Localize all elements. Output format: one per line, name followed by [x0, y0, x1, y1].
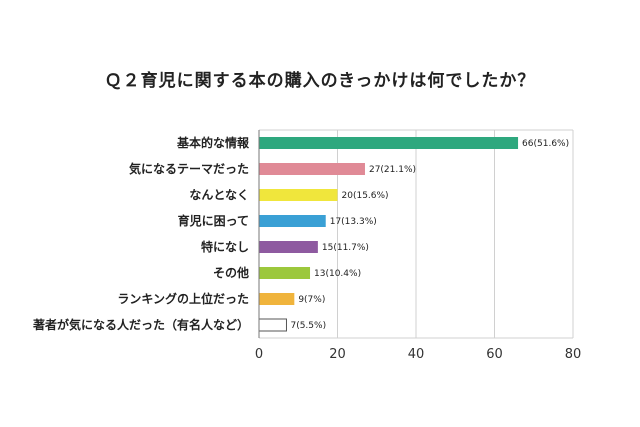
- value-label-2: 20(15.6%): [342, 191, 389, 201]
- x-tick-label-3: 60: [486, 347, 503, 362]
- chart-title: Ｑ２育児に関する本の購入のきっかけは何でしたか？: [104, 71, 536, 91]
- x-tick-label-1: 20: [329, 347, 346, 362]
- bar-6: [259, 293, 295, 305]
- category-label-5: その他: [213, 265, 249, 280]
- value-label-0: 66(51.6%): [522, 139, 569, 149]
- x-tick-label-0: 0: [255, 347, 263, 362]
- category-label-7: 著者が気になる人だった（有名人など）: [32, 317, 249, 332]
- category-label-6: ランキングの上位だった: [117, 291, 249, 306]
- x-tick-labels: 0 20 40 60 80: [255, 347, 581, 362]
- bar-5: [259, 267, 311, 279]
- value-label-3: 17(13.3%): [330, 217, 377, 227]
- bars: [258, 137, 519, 332]
- category-label-0: 基本的な情報: [176, 135, 250, 150]
- category-label-4: 特になし: [201, 239, 249, 254]
- bar-0: [259, 137, 519, 149]
- category-label-2: なんとなく: [189, 188, 249, 202]
- bar-4: [259, 241, 318, 253]
- value-label-5: 13(10.4%): [314, 269, 361, 279]
- gridlines: [258, 129, 574, 339]
- bar-3: [259, 215, 326, 227]
- value-labels: 66(51.6%) 27(21.1%) 20(15.6%) 17(13.3%) 15(1…: [290, 139, 569, 331]
- value-label-1: 27(21.1%): [369, 165, 416, 175]
- category-label-3: 育児に困って: [178, 213, 249, 228]
- category-labels: 基本的な情報気になるテーマだったなんとなく育児に困って特になしその他ランキングの…: [32, 135, 250, 332]
- bar-1: [259, 163, 365, 175]
- category-label-1: 気になるテーマだった: [129, 161, 249, 176]
- value-label-7: 7(5.5%): [290, 321, 326, 331]
- value-label-6: 9(7%): [298, 295, 325, 305]
- x-tick-label-2: 40: [408, 347, 425, 362]
- value-label-4: 15(11.7%): [322, 243, 369, 253]
- x-tick-label-4: 80: [565, 347, 582, 362]
- bar-2: [259, 189, 338, 201]
- bar-7: [258, 318, 287, 332]
